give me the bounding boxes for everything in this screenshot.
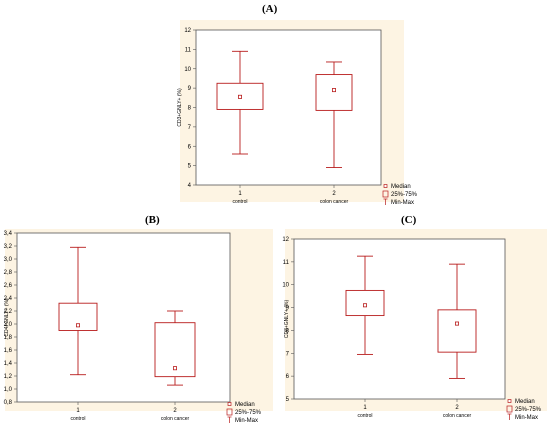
panel-c-plot-area — [293, 238, 506, 400]
panel-b-title: (B) — [145, 214, 160, 226]
panel-a-x-tick-label: 1 — [238, 191, 242, 197]
panel-a-box — [315, 74, 353, 111]
panel-c-legend-median-label: Median — [515, 399, 535, 405]
panel-b-category-label: control — [70, 416, 85, 422]
panel-b-legend-median-swatch — [227, 402, 232, 406]
panel-b-y-tick-label: 2,6 — [4, 283, 13, 289]
panel-b-y-tick-label: 0,8 — [4, 400, 13, 406]
panel-b-x-tick-label: 1 — [76, 408, 80, 414]
panel-c-y-tick-label: 6 — [286, 374, 290, 380]
panel-b-legend-box-label: 25%-75% — [235, 410, 262, 416]
panel-a-y-tick-label: 9 — [188, 86, 192, 92]
panel-a-median-marker — [331, 88, 336, 93]
panel-a-y-tick-label: 6 — [188, 144, 192, 150]
panel-c-x-tick-label: 1 — [363, 405, 367, 411]
panel-a-y-tick-label: 10 — [184, 67, 191, 73]
panel-c-median-marker — [454, 321, 459, 326]
panel-b-y-tick-label: 3,2 — [4, 244, 13, 250]
panel-b-y-tick-label: 1,6 — [4, 348, 13, 354]
panel-a-y-tick-label: 12 — [184, 28, 191, 34]
panel-a-box — [216, 82, 264, 110]
panel-b-box — [58, 302, 98, 331]
panel-b-y-axis-label: CD4+GNLY+ (%) — [4, 298, 10, 337]
panel-b-y-tick-label: 1,4 — [4, 361, 13, 367]
panel-a-y-axis-label: CD3+GNLY+ (%) — [177, 88, 183, 127]
panel-a-y-tick-label: 8 — [188, 106, 192, 112]
panel-a-x-tick-label: 2 — [332, 191, 336, 197]
panel-c-y-tick-label: 7 — [286, 351, 290, 357]
panel-c-legend-box-label: 25%-75% — [515, 407, 542, 413]
panel-c-median-marker — [362, 303, 367, 308]
panel-c-y-tick-label: 11 — [283, 260, 290, 266]
panel-a-title: (A) — [262, 3, 278, 15]
panel-c-y-tick-label: 8 — [286, 328, 290, 334]
panel-b-legend-median-label: Median — [235, 402, 255, 408]
panel-c-y-tick-label: 5 — [286, 397, 290, 403]
panel-b-y-tick-label: 2,8 — [4, 270, 13, 276]
panel-a-y-tick-label: 4 — [188, 183, 192, 189]
panel-b-median-marker — [76, 323, 81, 328]
panel-a-legend-box-swatch — [382, 190, 389, 198]
panel-a-category-label: colon cancer — [320, 199, 349, 205]
panel-a-y-tick-label: 5 — [188, 164, 192, 170]
panel-a-legend-box-label: 25%-75% — [391, 192, 418, 198]
panel-b-y-tick-label: 1,8 — [4, 335, 13, 341]
panel-c-y-tick-label: 10 — [282, 283, 289, 289]
panel-b-y-tick-label: 3,0 — [4, 257, 13, 263]
panel-a-legend-range-label: Min-Max — [391, 200, 414, 206]
panel-a-plot-area — [195, 29, 382, 186]
panel-c-legend-box-swatch — [506, 405, 513, 413]
panel-c-y-tick-label: 12 — [282, 237, 289, 243]
panel-c-box — [345, 289, 385, 317]
panel-c-category-label: colon cancer — [443, 413, 472, 419]
panel-b-legend-range-label: Min-Max — [235, 418, 258, 424]
panel-c-y-axis-label: CD8+GNLY+ (%) — [284, 300, 290, 339]
panel-b-median-marker — [172, 366, 177, 371]
panel-b-y-tick-label: 2,2 — [4, 309, 13, 315]
panel-a-category-label: control — [232, 199, 247, 205]
panel-a-median-marker — [237, 94, 242, 99]
panel-b-plot-area — [16, 232, 231, 403]
panel-a-legend-median-swatch — [383, 184, 388, 188]
panel-b-y-tick-label: 1,2 — [4, 374, 13, 380]
panel-c-legend-range-label: Min-Max — [515, 415, 538, 421]
panel-c-box — [437, 309, 477, 353]
panel-c-y-tick-label: 9 — [286, 306, 290, 312]
panel-b-legend-box-swatch — [226, 408, 233, 416]
panel-a-y-tick-label: 11 — [185, 47, 192, 53]
panel-b-x-tick-label: 2 — [173, 408, 177, 414]
panel-a-legend-median-label: Median — [391, 184, 411, 190]
panel-b-y-tick-label: 2,0 — [4, 322, 13, 328]
panel-c-x-tick-label: 2 — [455, 405, 459, 411]
panel-c-title: (C) — [401, 214, 417, 226]
panel-b-box — [154, 322, 196, 378]
panel-c-legend-median-swatch — [507, 399, 512, 403]
panel-b-y-tick-label: 1,0 — [4, 387, 13, 393]
panel-b-y-tick-label: 3,4 — [4, 231, 13, 237]
panel-c-category-label: control — [357, 413, 372, 419]
panel-a-y-tick-label: 7 — [188, 125, 192, 131]
panel-b-y-tick-label: 2,4 — [4, 296, 13, 302]
panel-b-category-label: colon cancer — [161, 416, 190, 422]
